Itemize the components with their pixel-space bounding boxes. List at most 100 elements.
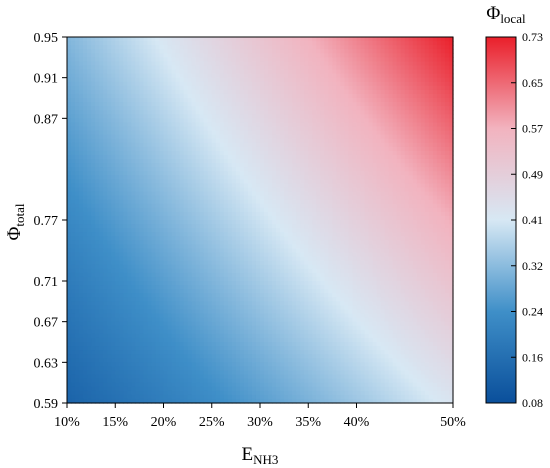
- heatmap-cell: [143, 354, 149, 359]
- heatmap-cell: [155, 232, 161, 237]
- heatmap-cell: [147, 207, 153, 213]
- heatmap-cell: [280, 163, 285, 168]
- heatmap-cell: [107, 354, 112, 359]
- heatmap-cell: [99, 93, 104, 99]
- heatmap-cell: [95, 110, 100, 115]
- heatmap-cell: [159, 325, 165, 331]
- heatmap-cell: [95, 398, 100, 404]
- heatmap-cell: [288, 73, 293, 79]
- heatmap-cell: [260, 159, 265, 164]
- heatmap-cell: [103, 309, 108, 315]
- heatmap-cell: [195, 110, 201, 115]
- heatmap-cell: [207, 232, 213, 237]
- heatmap-cell: [71, 382, 76, 388]
- heatmap-cell: [71, 333, 76, 339]
- heatmap-cell: [199, 77, 205, 83]
- heatmap-cell: [107, 289, 112, 294]
- heatmap-cell: [147, 191, 153, 197]
- heatmap-cell: [227, 211, 233, 217]
- heatmap-cell: [264, 122, 269, 128]
- heatmap-cell: [251, 272, 257, 278]
- heatmap-cell: [119, 69, 124, 75]
- heatmap-cell: [268, 61, 273, 67]
- heatmap-cell: [199, 69, 205, 75]
- heatmap-cell: [276, 159, 281, 164]
- heatmap-cell: [255, 232, 261, 237]
- heatmap-cell: [107, 53, 112, 58]
- heatmap-cell: [171, 102, 177, 107]
- heatmap-cell: [215, 211, 221, 217]
- heatmap-cell: [255, 49, 261, 54]
- heatmap-cell: [79, 199, 84, 205]
- heatmap-cell: [159, 370, 165, 376]
- heatmap-cell: [235, 159, 241, 164]
- heatmap-cell: [203, 329, 209, 335]
- heatmap-cell: [159, 342, 165, 347]
- heatmap-cell: [83, 85, 88, 91]
- heatmap-cell: [268, 142, 273, 148]
- heatmap-cell: [155, 281, 161, 286]
- heatmap-cell: [284, 179, 289, 184]
- heatmap-cell: [127, 297, 132, 302]
- heatmap-cell: [251, 329, 257, 335]
- heatmap-cell: [187, 191, 193, 197]
- heatmap-cell: [235, 106, 241, 111]
- heatmap-cell: [211, 171, 217, 176]
- heatmap-cell: [67, 293, 72, 298]
- heatmap-cell: [167, 252, 173, 258]
- heatmap-cell: [119, 211, 124, 217]
- heatmap-cell: [247, 37, 253, 42]
- heatmap-cell: [243, 346, 249, 351]
- heatmap-cell: [219, 65, 225, 71]
- heatmap-cell: [79, 268, 84, 274]
- heatmap-cell: [67, 211, 72, 217]
- heatmap-cell: [235, 154, 241, 160]
- heatmap-cell: [135, 57, 140, 62]
- heatmap-cell: [175, 199, 181, 205]
- heatmap-cell: [187, 81, 193, 87]
- heatmap-cell: [135, 134, 140, 140]
- heatmap-cell: [139, 215, 144, 221]
- heatmap-cell: [187, 293, 193, 298]
- heatmap-cell: [255, 69, 261, 75]
- heatmap-cell: [95, 276, 100, 282]
- heatmap-cell: [175, 37, 181, 42]
- heatmap-cell: [284, 93, 289, 99]
- heatmap-cell: [276, 122, 281, 128]
- heatmap-cell: [243, 240, 249, 245]
- heatmap-cell: [67, 297, 72, 302]
- heatmap-cell: [159, 134, 165, 140]
- heatmap-cell: [264, 69, 269, 75]
- heatmap-cell: [231, 366, 237, 372]
- heatmap-cell: [75, 89, 80, 95]
- heatmap-cell: [115, 207, 120, 213]
- heatmap-cell: [75, 374, 80, 380]
- heatmap-cell: [243, 175, 249, 180]
- heatmap-cell: [163, 93, 169, 99]
- heatmap-cell: [251, 240, 257, 245]
- heatmap-cell: [272, 370, 277, 376]
- heatmap-cell: [83, 390, 88, 396]
- heatmap-cell: [276, 354, 281, 359]
- heatmap-cell: [99, 85, 104, 91]
- heatmap-cell: [151, 106, 157, 111]
- heatmap-cell: [147, 329, 153, 335]
- heatmap-cell: [183, 195, 189, 201]
- heatmap-cell: [247, 154, 253, 160]
- heatmap-cell: [83, 199, 88, 205]
- heatmap-cell: [199, 256, 205, 262]
- heatmap-cell: [211, 390, 217, 396]
- heatmap-cell: [79, 358, 84, 363]
- heatmap-cell: [219, 244, 225, 250]
- heatmap-cell: [147, 220, 153, 225]
- heatmap-cell: [135, 248, 140, 254]
- heatmap-cell: [103, 49, 108, 54]
- heatmap-cell: [135, 199, 140, 205]
- heatmap-cell: [111, 378, 116, 384]
- heatmap-cell: [223, 65, 229, 71]
- heatmap-cell: [183, 150, 189, 156]
- heatmap-cell: [87, 37, 92, 42]
- heatmap-cell: [103, 110, 108, 115]
- heatmap-cell: [75, 268, 80, 274]
- heatmap-cell: [91, 342, 96, 347]
